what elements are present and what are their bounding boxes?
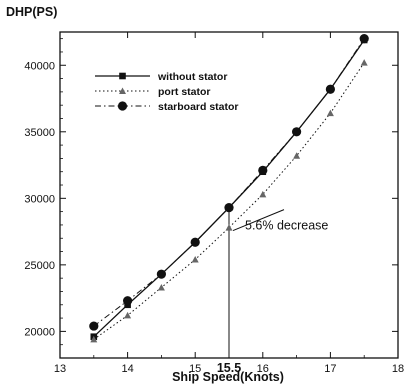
legend-label-2: port stator	[158, 86, 211, 98]
y-tick-label: 35000	[24, 127, 55, 139]
data-point-series-3	[123, 296, 133, 306]
x-axis-title: Ship Speed(Knots)	[172, 370, 284, 384]
annotation-text: 5.6% decrease	[245, 219, 328, 233]
legend: without stator port stator starboard stato…	[95, 71, 239, 113]
data-point-series-3	[292, 127, 302, 137]
highlight-x-label: 15.5	[217, 361, 241, 375]
data-point-series-2	[191, 256, 199, 263]
data-point-series-2	[259, 190, 267, 198]
legend-marker-1	[119, 72, 126, 80]
data-point-series-3	[156, 269, 166, 279]
annotation-arrow	[232, 209, 285, 232]
plot-area: 13 14 15 16 17 18 20000 25000 30000 35000 40000 15.…	[24, 31, 404, 375]
legend-marker-2	[119, 87, 126, 94]
data-point-series-2	[124, 311, 132, 319]
y-tick-label: 40000	[24, 60, 55, 72]
data-point-series-2	[360, 59, 368, 66]
x-tick-label: 15	[189, 363, 201, 375]
legend-marker-3	[117, 101, 128, 111]
legend-label-1: without stator	[157, 71, 227, 83]
data-point-series-3	[258, 165, 268, 175]
x-tick-label: 18	[392, 363, 404, 375]
data-point-series-2	[225, 224, 233, 231]
x-tick-label: 17	[324, 363, 336, 375]
series-line-2	[93, 62, 365, 340]
data-point-series-2	[326, 109, 334, 117]
legend-label-3: starboard stator	[158, 101, 239, 113]
x-tick-label: 16	[257, 363, 269, 375]
y-tick-label: 25000	[24, 260, 55, 272]
data-point-series-2	[157, 283, 165, 291]
x-tick-label: 14	[121, 363, 133, 375]
data-point-series-3	[325, 84, 335, 94]
data-point-series-3	[359, 34, 369, 44]
y-axis-title: DHP(PS)	[6, 5, 57, 19]
data-point-series-3	[190, 237, 200, 247]
y-tick-label: 30000	[24, 193, 55, 205]
data-point-series-2	[90, 335, 98, 343]
data-point-series-3	[89, 321, 99, 331]
y-tick-label: 20000	[24, 326, 55, 338]
data-point-series-3	[224, 203, 234, 213]
data-point-series-2	[293, 152, 301, 159]
x-tick-label: 13	[54, 363, 66, 375]
